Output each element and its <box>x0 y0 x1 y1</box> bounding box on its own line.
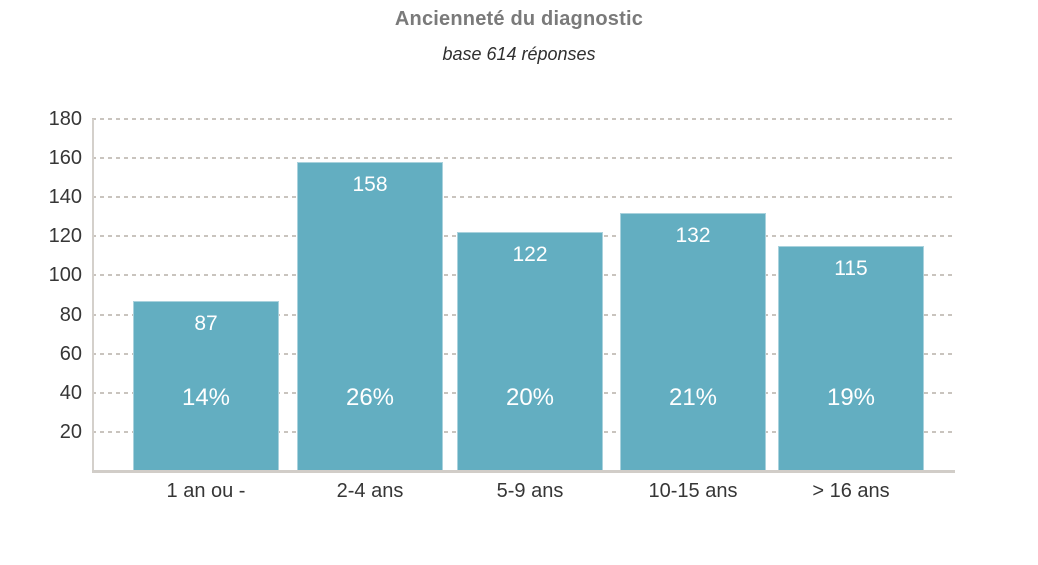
bar-value-label: 132 <box>675 224 711 247</box>
y-tick-label: 20 <box>59 420 82 443</box>
y-tick-label: 40 <box>59 381 82 404</box>
plot-area: 87 14% 158 26% 122 20% 132 21% 115 19% <box>92 118 955 473</box>
y-tick-label: 160 <box>48 147 82 170</box>
x-category-label: 10-15 ans <box>648 480 738 502</box>
bar-value-label: 87 <box>194 312 218 335</box>
y-tick-label: 140 <box>48 186 82 209</box>
chart-title: Ancienneté du diagnostic <box>394 8 644 30</box>
y-tick-label: 180 <box>48 108 82 130</box>
bar: 132 21% <box>620 213 766 471</box>
x-axis-tick-labels: 1 an ou - 2-4 ans 5-9 ans 10-15 ans > 16 ans <box>92 479 955 505</box>
bar: 115 19% <box>778 246 924 471</box>
x-category-label: 5-9 ans <box>496 480 564 502</box>
bar-percent-label: 19% <box>826 384 876 411</box>
chart-subtitle: base 614 réponses <box>442 44 596 64</box>
bar-percent-label: 21% <box>668 384 718 411</box>
x-axis-line <box>92 470 955 473</box>
bar-value-label: 115 <box>834 257 868 280</box>
bar: 122 20% <box>457 232 603 471</box>
gridline <box>92 196 955 199</box>
gridline <box>92 118 955 120</box>
y-axis-line <box>92 119 94 471</box>
y-tick-label: 100 <box>48 264 82 287</box>
bar: 87 14% <box>133 301 279 471</box>
x-category-label: 1 an ou - <box>166 480 246 502</box>
y-tick-label: 60 <box>59 342 82 365</box>
y-tick-label: 80 <box>59 303 82 326</box>
bar-percent-label: 14% <box>181 384 231 411</box>
gridline <box>92 157 955 160</box>
bar-value-label: 158 <box>352 173 388 196</box>
bar-percent-label: 26% <box>345 384 395 411</box>
x-category-label: 2-4 ans <box>336 480 404 502</box>
bar-percent-label: 20% <box>505 384 555 411</box>
y-tick-label: 120 <box>48 225 82 248</box>
y-axis-tick-labels: 20 40 60 80 100 120 140 160 180 <box>0 108 82 471</box>
bar-value-label: 122 <box>512 243 548 266</box>
x-category-label: > 16 ans <box>812 480 890 502</box>
bar: 158 26% <box>297 162 443 471</box>
